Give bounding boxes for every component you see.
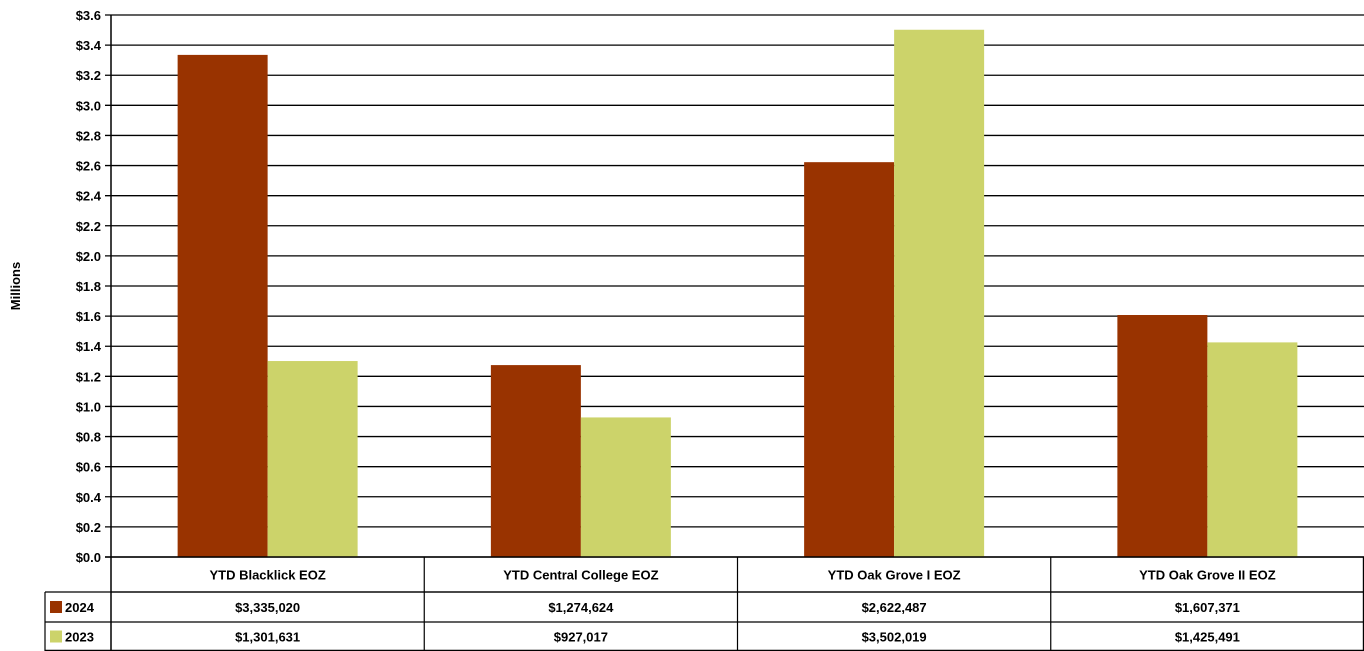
y-tick-label: $3.4	[76, 38, 102, 53]
y-tick-label: $3.6	[76, 8, 101, 23]
bar-2024-2	[804, 162, 895, 557]
y-tick-label: $1.8	[76, 279, 101, 294]
data-label: $2,622,487	[862, 600, 927, 615]
data-table: YTD Blacklick EOZ YTD Central College EOZ…	[44, 557, 1364, 651]
bar-2023-0	[267, 361, 358, 557]
y-tick-label: $2.6	[76, 159, 101, 174]
bar-2023-2	[894, 29, 985, 557]
y-tick-label: $3.0	[76, 98, 101, 113]
y-tick-label: $2.8	[76, 128, 101, 143]
legend-label-2024: 2024	[65, 600, 95, 615]
data-label: $1,607,371	[1175, 600, 1240, 615]
y-tick-label: $0.2	[76, 520, 101, 535]
legend-swatch-2023	[50, 630, 62, 643]
category-label: YTD Oak Grove I EOZ	[828, 568, 961, 583]
category-label: YTD Central College EOZ	[503, 568, 658, 583]
category-label: YTD Oak Grove II EOZ	[1139, 568, 1276, 583]
y-axis-label: Millions	[8, 262, 23, 310]
y-tick-label: $0.6	[76, 460, 101, 475]
data-label: $3,502,019	[862, 630, 927, 645]
bar-2024-1	[490, 365, 581, 557]
legend-label-2023: 2023	[65, 630, 94, 645]
data-label: $1,274,624	[548, 600, 614, 615]
y-tick-label: $1.4	[76, 339, 102, 354]
y-tick-label: $0.0	[76, 550, 101, 565]
data-label: $1,301,631	[235, 630, 300, 645]
y-tick-label: $2.0	[76, 249, 101, 264]
bar-2023-3	[1207, 342, 1298, 557]
bar-2024-3	[1117, 315, 1208, 557]
y-tick-label: $1.0	[76, 399, 101, 414]
y-tick-labels: $3.6 $3.4 $3.2 $3.0 $2.8 $2.6 $2.4 $2.2 $2.0 $1.8…	[76, 8, 102, 565]
y-tick-label: $3.2	[76, 68, 101, 83]
y-tick-label: $0.4	[76, 490, 102, 505]
y-tick-label: $2.2	[76, 219, 101, 234]
data-label: $927,017	[554, 630, 608, 645]
data-label: $1,425,491	[1175, 630, 1240, 645]
legend-swatch-2024	[50, 601, 62, 613]
y-tick-label: $1.2	[76, 369, 101, 384]
y-tick-label: $0.8	[76, 430, 101, 445]
y-tick-label: $2.4	[76, 189, 102, 204]
axes	[105, 15, 1364, 651]
y-tick-label: $1.6	[76, 309, 101, 324]
data-label: $3,335,020	[235, 600, 300, 615]
bar-2023-1	[580, 417, 671, 557]
category-label: YTD Blacklick EOZ	[209, 568, 325, 583]
bar-2024-0	[177, 54, 268, 557]
bars	[177, 29, 1298, 557]
